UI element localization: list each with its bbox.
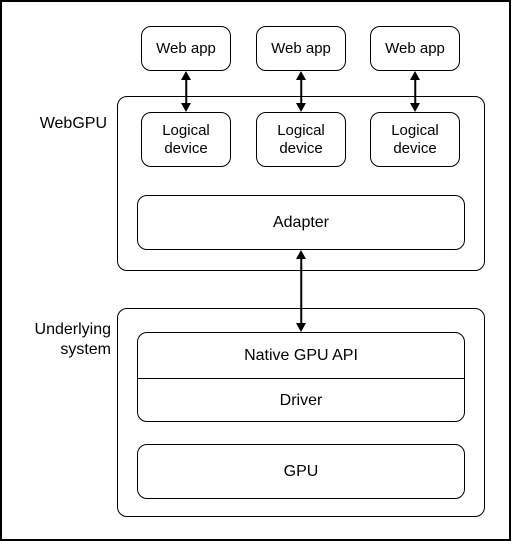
gpu-label: GPU xyxy=(284,462,319,481)
logical-device-box-1: Logical device xyxy=(256,112,346,167)
logical-device-box-0: Logical device xyxy=(141,112,231,167)
logical-device-label-2: Logical device xyxy=(371,122,459,158)
logical-device-label-0: Logical device xyxy=(142,122,230,158)
webapp-box-2: Web app xyxy=(370,26,460,71)
adapter-box: Adapter xyxy=(137,195,465,250)
gpu-box: GPU xyxy=(137,444,465,499)
webapp-box-0: Web app xyxy=(141,26,231,71)
logical-device-label-1: Logical device xyxy=(257,122,345,158)
native-api-label: Native GPU API xyxy=(138,333,464,378)
underlying-label: Underlying system xyxy=(16,320,111,360)
native-driver-box: Native GPU API Driver xyxy=(137,332,465,422)
adapter-label: Adapter xyxy=(273,213,329,232)
logical-device-box-2: Logical device xyxy=(370,112,460,167)
webapp-label-1: Web app xyxy=(271,40,331,58)
webapp-label-0: Web app xyxy=(156,40,216,58)
driver-label: Driver xyxy=(138,378,464,423)
webapp-label-2: Web app xyxy=(385,40,445,58)
webapp-box-1: Web app xyxy=(256,26,346,71)
diagram-canvas: Web app Web app Web app WebGPU Logical d… xyxy=(0,0,511,541)
webgpu-label: WebGPU xyxy=(22,114,107,134)
